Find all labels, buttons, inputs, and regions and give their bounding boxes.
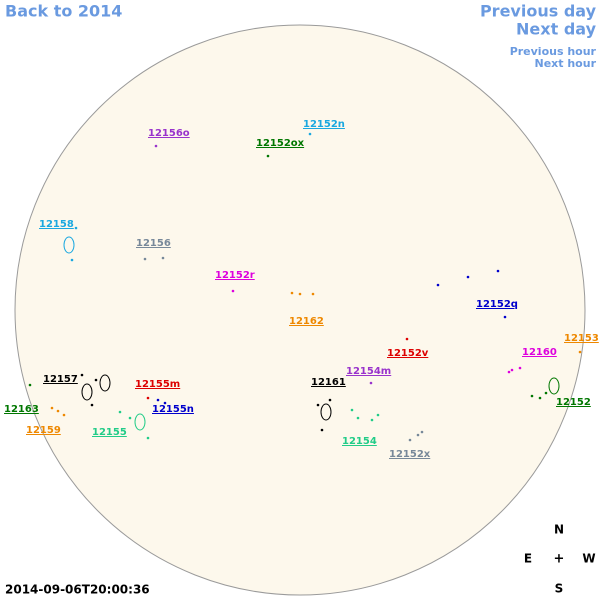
region-label[interactable]: 12158: [39, 219, 74, 230]
region-label[interactable]: 12162: [289, 316, 324, 327]
sunspot: [154, 144, 158, 148]
region-label[interactable]: 12152x: [389, 449, 431, 460]
sunspot: [405, 337, 409, 341]
sunspot: [94, 378, 98, 382]
sunspot: [416, 433, 420, 437]
sunspot: [156, 398, 160, 402]
sunspot: [50, 406, 54, 410]
sunspot: [328, 398, 332, 402]
sunspot: [369, 381, 373, 385]
region-label[interactable]: 12152: [556, 397, 591, 408]
sunspot: [74, 226, 78, 230]
sunspot: [118, 410, 122, 414]
sunspot: [146, 436, 150, 440]
region-label[interactable]: 12152v: [387, 348, 429, 359]
region-label[interactable]: 12163: [4, 404, 39, 415]
sunspot: [518, 366, 522, 370]
sunspot: [266, 154, 270, 158]
sunspot: [350, 408, 354, 412]
region-label[interactable]: 12159: [26, 425, 61, 436]
region-label[interactable]: 12155: [92, 427, 127, 438]
sunspot-contour: [320, 403, 332, 421]
sunspot: [161, 256, 165, 260]
sunspot: [146, 396, 150, 400]
compass-east: E: [524, 552, 532, 566]
sunspot: [308, 132, 312, 136]
sunspot: [376, 413, 380, 417]
region-label[interactable]: 12157: [43, 374, 78, 385]
sunspot: [370, 418, 374, 422]
timestamp: 2014-09-06T20:00:36: [5, 583, 150, 597]
sunspot: [356, 416, 360, 420]
sunspot: [90, 403, 94, 407]
compass-north: N: [554, 523, 564, 537]
sunspot: [128, 416, 132, 420]
region-label[interactable]: 12155n: [152, 404, 194, 415]
compass-west: W: [582, 552, 595, 566]
sunspot: [143, 257, 147, 261]
region-label[interactable]: 12156: [136, 238, 171, 249]
compass-center: +: [554, 552, 565, 567]
sunspot: [466, 275, 470, 279]
sunspot: [28, 383, 32, 387]
sunspot: [578, 350, 582, 354]
region-label[interactable]: 12156o: [148, 128, 190, 139]
sunspot: [503, 315, 507, 319]
sunspot: [510, 368, 514, 372]
region-label[interactable]: 12154m: [346, 366, 391, 377]
sunspot: [163, 401, 167, 405]
sunspot: [538, 396, 542, 400]
region-label[interactable]: 12152ox: [256, 138, 305, 149]
back-link[interactable]: Back to 2014: [5, 2, 122, 21]
next-day-link[interactable]: Next day: [516, 20, 597, 39]
previous-hour-link[interactable]: Previous hour: [510, 45, 597, 58]
sunspot: [507, 370, 511, 374]
sunspot-contour: [81, 383, 93, 401]
previous-day-link[interactable]: Previous day: [480, 2, 597, 21]
sunspot: [436, 283, 440, 287]
region-label[interactable]: 12154: [342, 436, 377, 447]
compass-south: S: [555, 582, 564, 596]
sunspot: [231, 289, 235, 293]
region-label[interactable]: 12160: [522, 347, 557, 358]
region-label[interactable]: 12153: [564, 333, 599, 344]
sunspot: [80, 373, 84, 377]
sunspot: [298, 292, 302, 296]
sunspot: [316, 403, 320, 407]
solar-disk: [14, 24, 586, 596]
sunspot-contour: [63, 236, 75, 254]
sunspot: [320, 428, 324, 432]
sunspot: [62, 413, 66, 417]
sunspot-contour: [134, 413, 146, 431]
sunspot-contour: [548, 377, 560, 395]
sunspot: [70, 258, 74, 262]
region-label[interactable]: 12155m: [135, 379, 180, 390]
sunspot: [420, 430, 424, 434]
sunspot: [496, 269, 500, 273]
region-label[interactable]: 12152q: [476, 299, 518, 310]
sunspot: [311, 292, 315, 296]
sunspot-contour: [99, 374, 111, 392]
sunspot: [56, 409, 60, 413]
sunspot: [544, 391, 548, 395]
region-label[interactable]: 12152n: [303, 119, 345, 130]
sunspot: [290, 291, 294, 295]
region-label[interactable]: 12161: [311, 377, 346, 388]
sunspot: [530, 394, 534, 398]
sunspot: [408, 438, 412, 442]
region-label[interactable]: 12152r: [215, 270, 255, 281]
next-hour-link[interactable]: Next hour: [535, 57, 597, 70]
